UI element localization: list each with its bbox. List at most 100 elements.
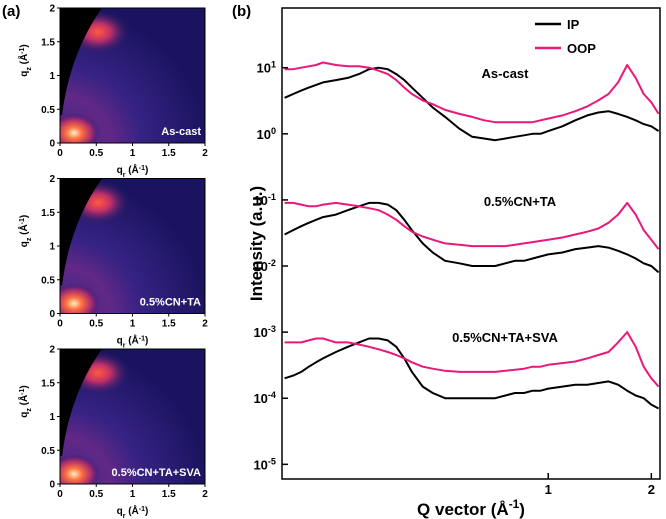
label-part: -4 <box>268 390 277 400</box>
y-axis-label: qz (Å-1) <box>17 385 33 418</box>
label-part: q <box>117 165 123 176</box>
y-tick-label: 0 <box>49 309 55 320</box>
x-tick-label: 1 <box>130 319 136 330</box>
y-tick-label: 10-3 <box>253 324 276 340</box>
label-part: q <box>117 336 123 347</box>
x-tick-label: 0 <box>57 319 63 330</box>
label-part: (Å <box>17 224 30 237</box>
y-tick-label: 10-2 <box>253 258 276 274</box>
label-part: ) <box>145 165 148 176</box>
label-part: 10 <box>253 259 267 274</box>
annotation: As-cast <box>161 126 201 138</box>
label-part: -1 <box>509 497 520 511</box>
label-part: 10 <box>256 127 270 142</box>
group-label: 0.5%CN+TA <box>484 194 557 209</box>
y-tick-label: 10-1 <box>253 192 276 208</box>
label-part: -5 <box>268 456 276 466</box>
detector-image <box>60 178 205 314</box>
label-part: Å <box>496 500 508 519</box>
hotspot-bottom <box>60 454 100 484</box>
label-part: -1 <box>139 165 145 172</box>
y-tick-label: 2 <box>49 174 55 185</box>
x-tick-label: 2 <box>202 319 208 330</box>
label-part: z <box>26 67 33 71</box>
label-part: r <box>123 172 126 179</box>
label-part: -2 <box>268 258 276 268</box>
label-part: 10 <box>253 193 267 208</box>
label-part: -1 <box>139 506 145 513</box>
y-axis-label: Intensity (a.u.) <box>247 186 266 301</box>
missing-wedge <box>60 349 102 456</box>
x-tick-label: 1 <box>545 482 552 497</box>
y-tick-label: 100 <box>256 126 276 142</box>
label-part: (Å <box>125 504 138 517</box>
y-axis-label: qz (Å-1) <box>17 44 33 77</box>
label-part: r <box>123 513 126 519</box>
x-tick-label: 2 <box>648 482 655 497</box>
annotation: 0.5%CN+TA <box>140 297 201 309</box>
y-tick-label: 1.5 <box>41 37 55 48</box>
label-part: 10 <box>256 61 270 76</box>
label-part: 0 <box>271 126 276 136</box>
data-line <box>284 337 660 410</box>
legend-label: IP <box>567 17 580 32</box>
label-part: -1 <box>19 388 26 394</box>
x-tick-label: 1 <box>130 489 136 500</box>
label-part: -3 <box>268 324 276 334</box>
group-label: 0.5%CN+TA+SVA <box>452 330 558 345</box>
y-tick-label: 10-4 <box>253 390 276 406</box>
group-label: As-cast <box>482 66 530 81</box>
hotspot-bottom <box>60 113 100 143</box>
y-tick-label: 0 <box>49 139 55 150</box>
missing-wedge <box>60 178 102 286</box>
x-tick-label: 0 <box>57 489 63 500</box>
detector-image <box>60 349 205 484</box>
frame <box>281 7 661 480</box>
data-line <box>284 201 660 250</box>
y-tick-label: 0 <box>49 480 55 491</box>
label-part: (Å <box>17 54 30 67</box>
x-tick-label: 1 <box>130 148 136 159</box>
x-tick-label: 0.5 <box>89 489 103 500</box>
label-part: 1 <box>271 60 276 70</box>
label-part: ) <box>519 500 525 519</box>
label-part: q <box>19 71 30 77</box>
y-tick-label: 1 <box>49 412 55 423</box>
label-part: 10 <box>253 325 267 340</box>
annotation: 0.5%CN+TA+SVA <box>112 467 202 479</box>
x-tick-label: 0 <box>57 148 63 159</box>
missing-wedge <box>60 8 102 115</box>
hotspot-bottom <box>60 283 100 314</box>
label-part: -1 <box>19 47 26 53</box>
label-part: -1 <box>19 218 26 224</box>
label-part: q <box>19 241 30 247</box>
panel-label: (a) <box>2 3 20 20</box>
label-part: ) <box>19 44 30 47</box>
y-tick-label: 10-5 <box>253 456 276 472</box>
x-axis-label: qr (Å-1) <box>117 163 149 179</box>
label-part: Q vector ( <box>417 500 497 519</box>
x-axis-label: qr (Å-1) <box>117 334 149 350</box>
y-axis-label: qz (Å-1) <box>17 215 33 248</box>
label-part: (Å <box>125 163 138 176</box>
x-tick-label: 0.5 <box>89 148 103 159</box>
x-axis-label: Q vector (Å-1) <box>417 497 525 519</box>
data-line <box>284 66 660 142</box>
label-part: q <box>117 506 123 517</box>
y-tick-label: 0.5 <box>41 105 55 116</box>
y-tick-label: 101 <box>256 60 276 76</box>
label-part: (Å <box>125 334 138 347</box>
x-tick-label: 1.5 <box>162 319 176 330</box>
x-axis-label: qr (Å-1) <box>117 504 149 519</box>
label-part: r <box>123 342 126 349</box>
y-tick-label: 1.5 <box>41 378 55 389</box>
x-tick-label: 1.5 <box>162 148 176 159</box>
y-tick-label: 0.5 <box>41 446 55 457</box>
label-part: ) <box>19 215 30 218</box>
x-tick-label: 2 <box>202 489 208 500</box>
label-part: (Å <box>17 395 30 408</box>
label-part: 10 <box>253 457 267 472</box>
y-tick-label: 0.5 <box>41 275 55 286</box>
y-tick-label: 1 <box>49 71 55 82</box>
